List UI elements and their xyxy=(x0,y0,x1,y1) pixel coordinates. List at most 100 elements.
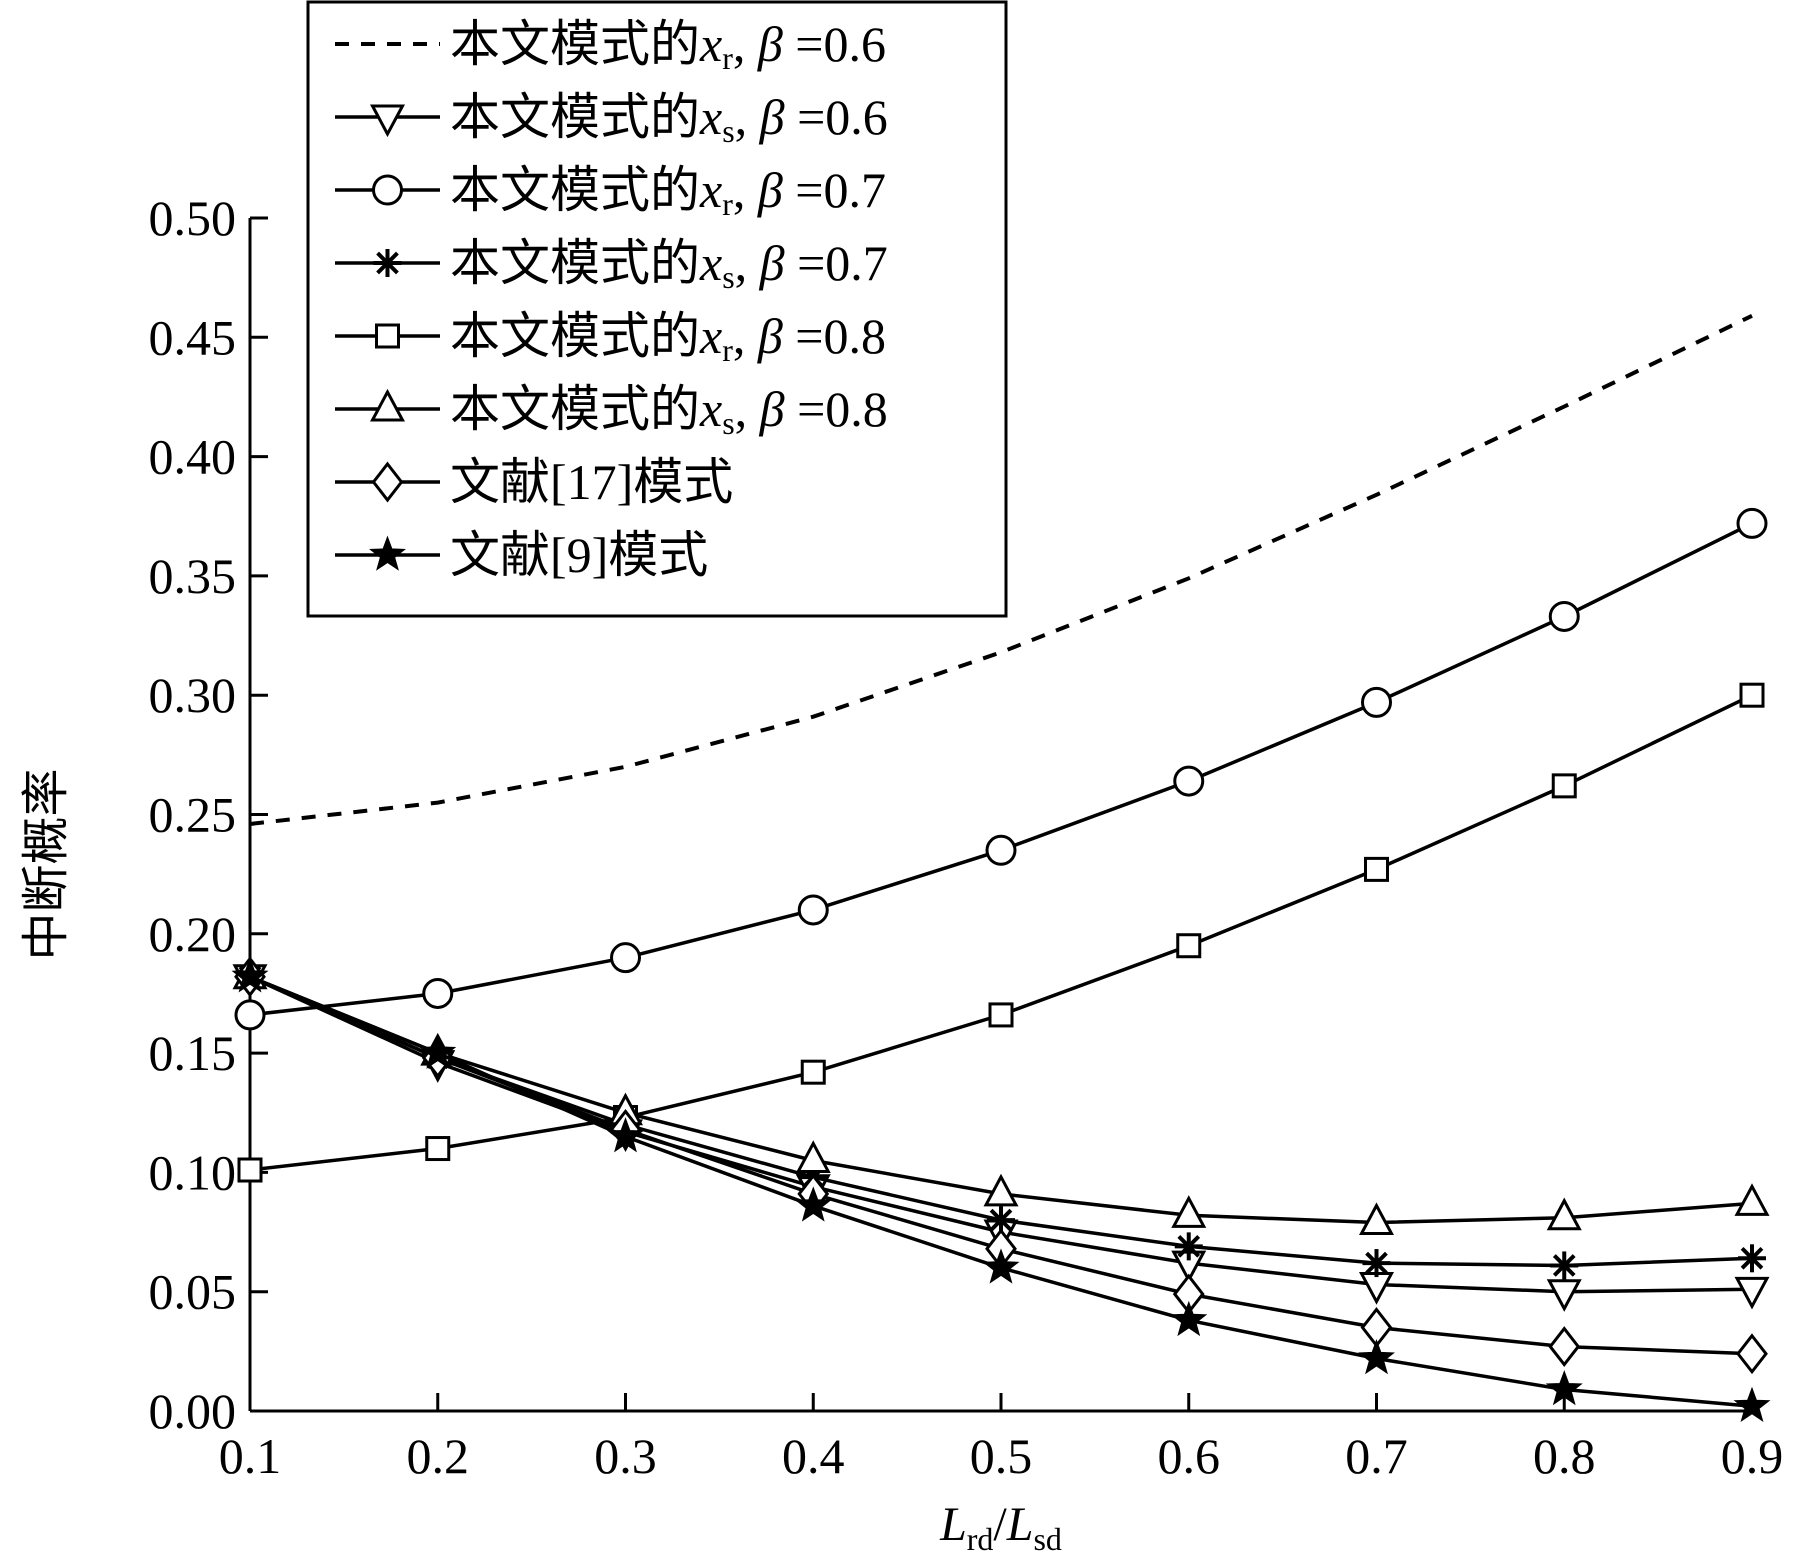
y-tick-label: 0.40 xyxy=(149,429,237,485)
legend-marker xyxy=(373,249,402,277)
data-point xyxy=(1358,1339,1395,1375)
asterisk-stroke xyxy=(376,251,399,275)
x-tick-label: 0.4 xyxy=(782,1428,845,1484)
data-point xyxy=(1736,1333,1768,1375)
data-point xyxy=(1734,1183,1770,1216)
legend-entry: 本文模式的xr, β =0.7 xyxy=(335,162,886,222)
data-point xyxy=(1174,1232,1203,1261)
legend-marker xyxy=(369,388,406,422)
x-tick-label: 0.7 xyxy=(1345,1428,1408,1484)
y-tick-label: 0.00 xyxy=(149,1383,237,1439)
x-tick-label: 0.5 xyxy=(970,1428,1033,1484)
y-tick-label: 0.45 xyxy=(149,309,237,365)
data-point xyxy=(1546,1279,1582,1312)
series-line xyxy=(249,975,1753,1356)
legend-entry: 文献[9]模式 xyxy=(335,527,708,583)
legend-label: 本文模式的xr, β =0.6 xyxy=(450,16,886,76)
data-point xyxy=(985,834,1017,866)
legend-marker xyxy=(372,174,403,206)
y-tick-label: 0.25 xyxy=(149,787,237,843)
axes: 0.00 0.05 0.10 0.15 0.20 0.25 0.30 0.35 0.40 0.45… xyxy=(20,190,1783,1557)
x-axis-title: Lrd/Lsd xyxy=(939,1498,1062,1557)
data-point xyxy=(1734,1276,1770,1310)
legend-marker xyxy=(369,104,406,138)
data-point xyxy=(1362,1249,1391,1278)
y-tick-label: 0.05 xyxy=(149,1264,237,1320)
y-tick-label: 0.50 xyxy=(149,190,237,246)
data-point xyxy=(982,1248,1020,1284)
y-tick-label: 0.35 xyxy=(149,548,237,604)
data-point xyxy=(422,977,454,1009)
data-point xyxy=(425,1136,451,1162)
y-tick-label: 0.10 xyxy=(149,1144,237,1200)
data-point xyxy=(1171,1195,1207,1228)
data-point xyxy=(610,942,641,974)
legend-marker xyxy=(369,535,406,571)
legend-label: 本文模式的xs, β =0.6 xyxy=(450,89,888,149)
data-point xyxy=(1733,1386,1771,1422)
x-tick-label: 0.9 xyxy=(1721,1428,1784,1484)
legend-entry: 本文模式的xr, β =0.6 xyxy=(335,16,886,76)
y-tick-label: 0.30 xyxy=(149,667,237,723)
x-tick-label: 0.6 xyxy=(1158,1428,1221,1484)
legend: 本文模式的xr, β =0.6 本文模式的xs, β =0.6 本文模式的xr, β… xyxy=(306,0,1008,618)
legend-label: 本文模式的xr, β =0.7 xyxy=(450,162,886,222)
series-5 xyxy=(237,682,1765,1183)
series-line xyxy=(249,693,1753,1172)
legend-label: 本文模式的xr, β =0.8 xyxy=(450,308,886,368)
legend-label: 文献[9]模式 xyxy=(450,527,708,583)
legend-entry: 本文模式的xr, β =0.8 xyxy=(335,308,886,368)
series-layer xyxy=(231,313,1771,1422)
legend-label: 文献[17]模式 xyxy=(450,454,733,510)
asterisk-stroke xyxy=(1365,1251,1388,1275)
data-point xyxy=(1550,1251,1579,1280)
data-point xyxy=(1361,686,1392,718)
legend-label: 本文模式的xs, β =0.8 xyxy=(450,381,888,441)
data-point xyxy=(234,999,266,1031)
x-tick-label: 0.8 xyxy=(1533,1428,1596,1484)
data-point xyxy=(1545,1370,1583,1406)
data-point xyxy=(1548,1326,1581,1368)
asterisk-stroke xyxy=(989,1208,1013,1232)
data-point xyxy=(1176,933,1202,959)
data-point xyxy=(983,1173,1019,1207)
data-point xyxy=(1551,773,1577,799)
data-point xyxy=(1358,1272,1395,1305)
legend-entry: 本文模式的xs, β =0.6 xyxy=(335,89,888,149)
data-point xyxy=(419,1033,457,1069)
y-axis-title: 中断概率 xyxy=(20,768,73,960)
data-point xyxy=(1548,600,1580,632)
data-point xyxy=(988,1002,1014,1028)
x-tick-label: 0.1 xyxy=(219,1428,282,1484)
y-tick-label: 0.15 xyxy=(149,1025,237,1081)
data-point xyxy=(237,1157,263,1183)
data-point xyxy=(800,1059,826,1085)
legend-box xyxy=(306,0,1008,618)
legend-entry: 文献[17]模式 xyxy=(335,454,733,510)
series-6 xyxy=(232,956,1770,1236)
data-point xyxy=(1358,1202,1395,1236)
legend-marker xyxy=(375,323,400,349)
data-point xyxy=(607,1117,644,1153)
data-point xyxy=(1736,507,1768,539)
data-point xyxy=(1170,1300,1208,1337)
data-point xyxy=(794,1186,832,1222)
data-point xyxy=(797,894,829,926)
data-point xyxy=(1738,1244,1766,1273)
x-tick-label: 0.3 xyxy=(594,1428,657,1484)
y-tick-label: 0.20 xyxy=(149,906,237,962)
legend-entry: 本文模式的xs, β =0.8 xyxy=(335,381,888,441)
asterisk-stroke xyxy=(1552,1254,1576,1277)
x-tick-label: 0.2 xyxy=(407,1428,470,1484)
series-3 xyxy=(234,507,1768,1031)
data-point xyxy=(1546,1197,1582,1231)
data-point xyxy=(231,957,269,993)
legend-marker xyxy=(371,461,404,503)
data-point xyxy=(1364,856,1389,882)
series-8 xyxy=(231,957,1771,1422)
asterisk-stroke xyxy=(1177,1235,1201,1258)
legend-entry: 本文模式的xs, β =0.7 xyxy=(335,235,888,295)
asterisk-stroke xyxy=(1740,1246,1764,1270)
data-point xyxy=(795,1140,831,1173)
